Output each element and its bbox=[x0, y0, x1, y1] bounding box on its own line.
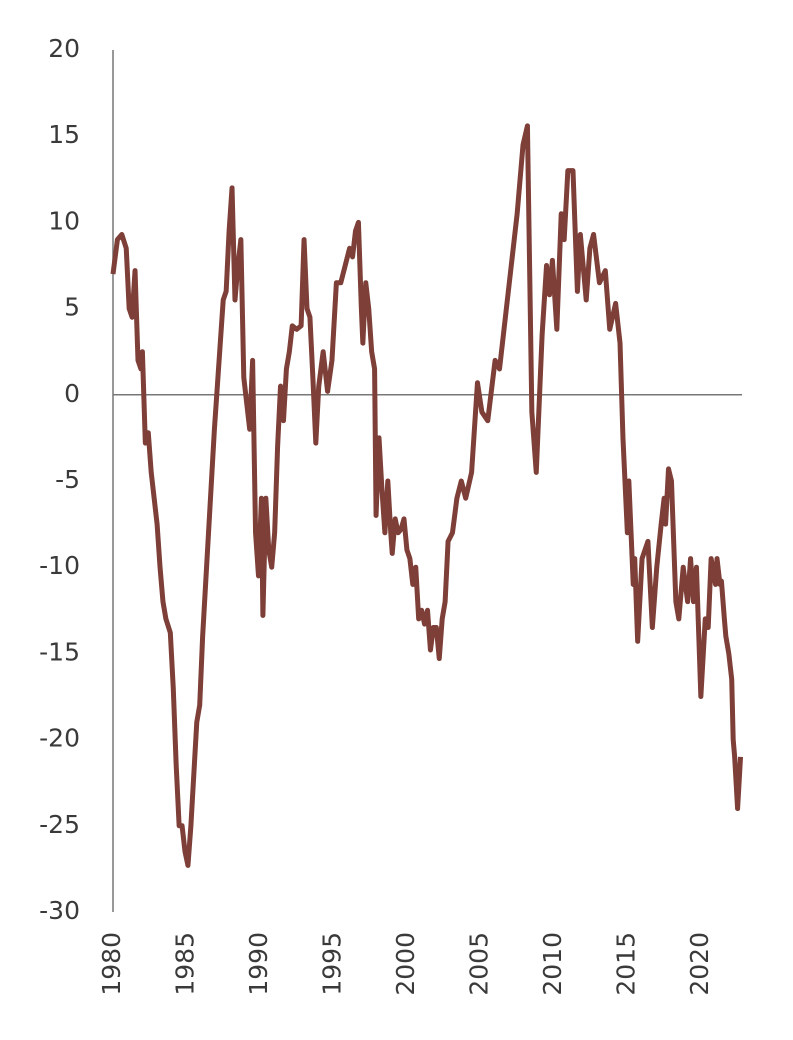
y-tick-label: -15 bbox=[39, 637, 80, 666]
y-tick-label: 0 bbox=[64, 379, 80, 408]
y-tick-label: -25 bbox=[39, 810, 80, 839]
x-tick-label: 2015 bbox=[611, 932, 640, 996]
x-tick-label: 2010 bbox=[538, 932, 567, 996]
y-tick-label: 20 bbox=[48, 34, 80, 63]
y-tick-label: -30 bbox=[39, 896, 80, 925]
x-tick-label: 1990 bbox=[244, 932, 273, 996]
y-tick-label: 5 bbox=[64, 293, 80, 322]
y-tick-label: -5 bbox=[55, 465, 80, 494]
x-tick-label: 2005 bbox=[464, 932, 493, 996]
x-tick-label: 1980 bbox=[97, 932, 126, 996]
y-tick-label: 10 bbox=[48, 206, 80, 235]
x-tick-label: 1995 bbox=[317, 932, 346, 996]
data-line bbox=[110, 123, 744, 868]
y-tick-label: -10 bbox=[39, 551, 80, 580]
y-tick-label: 15 bbox=[48, 120, 80, 149]
x-tick-label: 2020 bbox=[685, 932, 714, 996]
x-tick-label: 1985 bbox=[170, 932, 199, 996]
x-tick-label: 2000 bbox=[391, 932, 420, 996]
y-tick-label: -20 bbox=[39, 724, 80, 753]
